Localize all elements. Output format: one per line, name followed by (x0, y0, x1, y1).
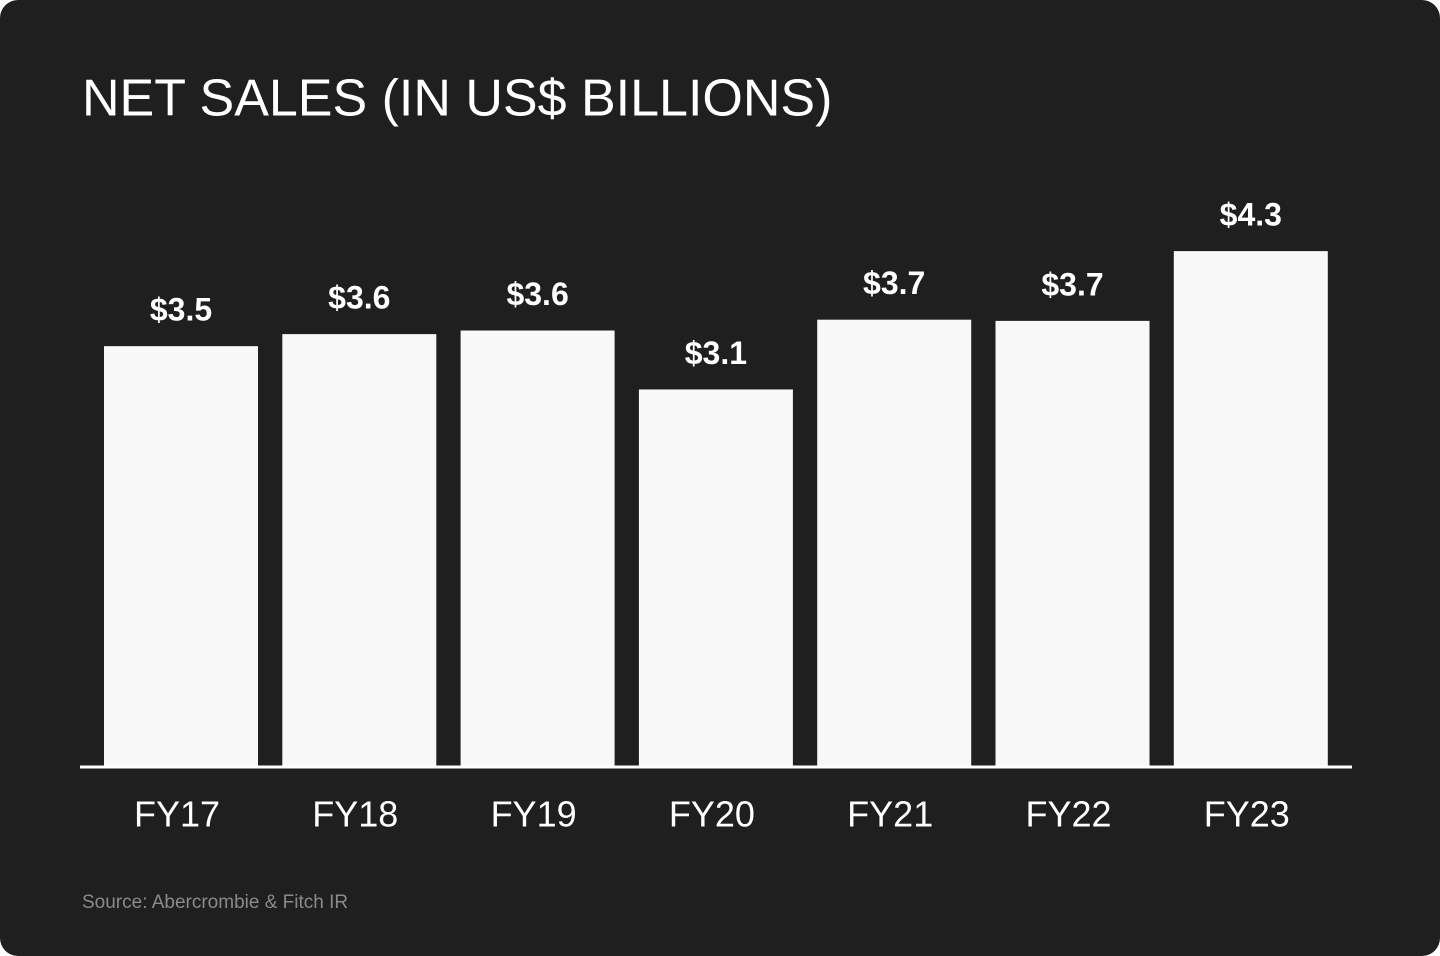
source-note: Source: Abercrombie & Fitch IR (82, 892, 348, 913)
bar (460, 330, 615, 766)
value-label: $3.6 (506, 276, 568, 312)
value-label: $3.6 (328, 280, 390, 316)
x-tick-label: FY19 (491, 794, 577, 835)
value-label: $3.5 (150, 292, 212, 328)
x-tick-label: FY20 (669, 794, 755, 835)
bar (995, 320, 1150, 766)
bar (817, 319, 972, 766)
x-tick-label: FY22 (1025, 794, 1111, 835)
x-tick-label: FY23 (1204, 794, 1290, 835)
value-label: $4.3 (1220, 197, 1282, 233)
x-tick-label: FY18 (312, 794, 398, 835)
bar (282, 334, 437, 766)
bar (638, 389, 793, 766)
chart-title: NET SALES (IN US$ BILLIONS) (82, 70, 832, 128)
bar (1173, 251, 1328, 767)
x-tick-label: FY21 (847, 794, 933, 835)
value-label: $3.7 (863, 265, 925, 301)
bar (104, 346, 258, 766)
value-label: $3.1 (685, 335, 747, 371)
value-label: $3.7 (1041, 266, 1103, 302)
x-tick-label: FY17 (134, 794, 220, 835)
